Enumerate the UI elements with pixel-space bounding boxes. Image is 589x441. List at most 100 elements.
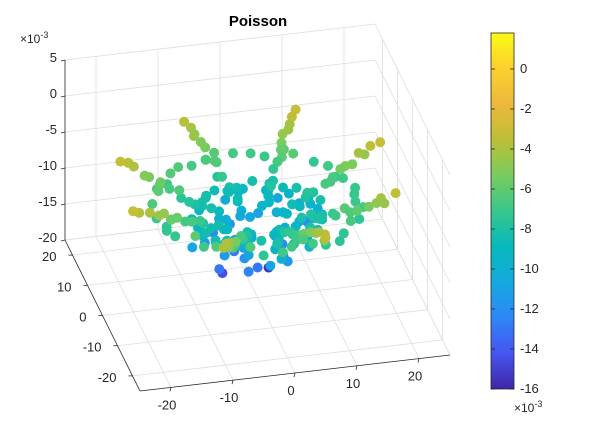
scatter-point [245, 242, 256, 253]
colorbar-tick-label: -16 [520, 381, 539, 396]
scatter-point [257, 200, 267, 211]
scatter-point [209, 185, 220, 196]
grid-line [374, 95, 451, 248]
scatter-point [217, 171, 228, 182]
scatter-point [266, 181, 276, 191]
colorbar-tick-label: -4 [520, 141, 532, 156]
scatter-point [220, 194, 231, 205]
z-tick-mark [60, 203, 66, 206]
grid-line [374, 131, 451, 284]
scatter-point [198, 241, 209, 252]
y-tick-label: 10 [57, 279, 71, 294]
scatter-point [195, 215, 206, 226]
scatter-point [286, 241, 297, 252]
grid-line [374, 23, 451, 176]
scatter-point [371, 198, 382, 209]
scatter-point [186, 160, 197, 171]
x-tick-mark [417, 358, 420, 363]
grid-line [64, 23, 376, 61]
scatter-point [308, 156, 319, 167]
colorbar-tick-label: -2 [520, 101, 532, 116]
x-tick-label: 0 [287, 383, 294, 398]
scatter-point [155, 177, 166, 188]
scatter-point [197, 200, 208, 211]
scatter-point [338, 228, 349, 239]
scatter-point [218, 242, 229, 253]
scatter-point [184, 196, 195, 207]
z-tick-label: -15 [38, 194, 57, 209]
cb-exponent-base: ×10 [514, 401, 535, 415]
scatter-point [214, 206, 225, 217]
x-tick-mark [231, 380, 234, 385]
scatter-point [128, 161, 139, 172]
scatter-point [147, 199, 158, 209]
colorbar-tick-label: -14 [520, 341, 539, 356]
grid-line [132, 339, 443, 377]
x-tick-label: -20 [158, 397, 177, 412]
grid-line [64, 167, 376, 205]
z-exponent-power: -3 [40, 30, 48, 40]
scatter-points [115, 104, 401, 279]
scatter-point [170, 231, 181, 242]
colorbar: 0 -2 -4 -6 -8 -10 -12 -14 -16 [490, 32, 539, 396]
scatter-point [201, 154, 211, 165]
z-tick-mark [60, 131, 66, 134]
scatter-point [232, 193, 243, 204]
scatter-point [252, 262, 263, 273]
grid-line [374, 167, 451, 320]
scatter-point [353, 148, 364, 158]
scatter-point [219, 250, 230, 261]
scatter-point [259, 151, 270, 162]
z-tick-mark [60, 167, 66, 170]
scatter-point [268, 164, 279, 174]
scatter-point [128, 206, 139, 217]
scatter-point [211, 157, 222, 168]
x-tick-mark [355, 365, 358, 370]
scatter-point [334, 236, 345, 247]
scatter-point [300, 192, 311, 203]
scatter-point [363, 201, 374, 212]
scatter-point [245, 148, 256, 159]
scatter-point [354, 214, 365, 224]
axis-lines [60, 59, 451, 392]
scatter-point [188, 131, 199, 142]
x-tick-mark [169, 387, 172, 392]
colorbar-gradient [490, 32, 515, 390]
colorbar-tick-label: -6 [520, 181, 532, 196]
scatter-point [153, 210, 164, 221]
scatter-point [164, 183, 175, 194]
z-tick-mark [60, 95, 66, 98]
scatter-point [173, 162, 184, 173]
colorbar-tick-label: -10 [520, 261, 539, 276]
z-tick-label: 0 [50, 86, 57, 101]
scatter-point [190, 231, 201, 241]
scatter-point [176, 193, 187, 204]
scatter-point [338, 173, 348, 184]
scatter-point [209, 147, 220, 158]
grid-line [64, 95, 376, 133]
x-tick-label: 10 [346, 376, 360, 391]
scatter-point [315, 195, 326, 205]
scatter-point [153, 186, 164, 197]
grid-line [102, 279, 413, 316]
scatter-point [187, 242, 198, 253]
scatter-point [320, 178, 331, 189]
scatter-point [245, 212, 255, 222]
y-tick-label: 0 [79, 310, 86, 325]
x-tick-mark [293, 372, 296, 378]
scatter-point [335, 164, 346, 175]
scatter-point [165, 168, 176, 179]
z-tick-mark [60, 239, 66, 242]
scatter-point [224, 187, 235, 197]
scatter-point [201, 228, 211, 238]
scatter-point [314, 213, 325, 224]
scatter-point [323, 160, 333, 171]
scatter-point [206, 203, 217, 214]
scatter-point [287, 199, 298, 210]
scatter-point [320, 232, 331, 243]
scatter-point [277, 129, 288, 139]
box-edge [374, 203, 451, 356]
colorbar-ticks: 0 -2 -4 -6 -8 -10 -12 -14 -16 [491, 61, 539, 396]
y-tick-label: -10 [83, 340, 102, 355]
